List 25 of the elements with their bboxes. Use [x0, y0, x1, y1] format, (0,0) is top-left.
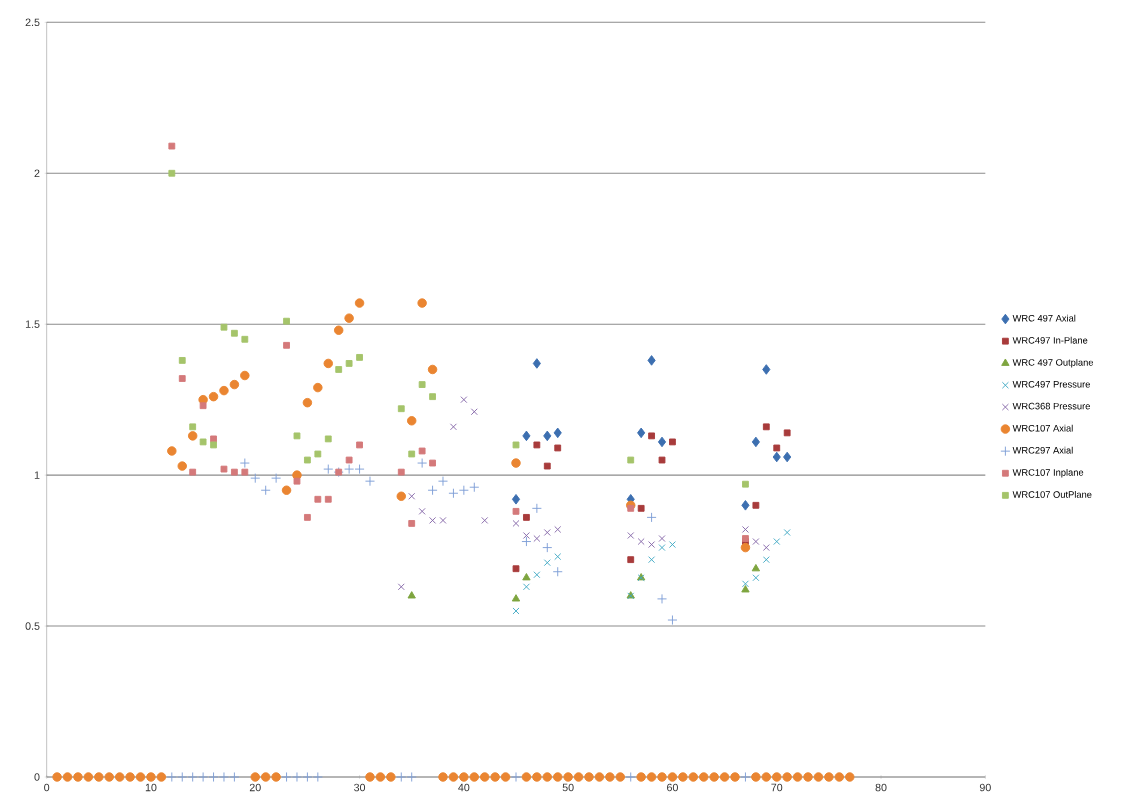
- legend-label: WRC368 Pressure: [1012, 402, 1090, 410]
- legend-label: WRC107 OutPlane: [1012, 490, 1092, 498]
- y-tick-label: 2: [34, 169, 40, 177]
- y-tick-label: 2.5: [25, 18, 40, 27]
- y-tick-label: 0: [34, 773, 40, 781]
- x-tick-label: 60: [667, 783, 678, 792]
- x-tick-label: 50: [562, 783, 574, 792]
- x-tick-label: 90: [979, 783, 991, 792]
- legend-label: WRC497 In-Plane: [1012, 336, 1088, 344]
- x-tick-label: 20: [249, 783, 261, 792]
- x-tick-label: 80: [875, 783, 887, 792]
- x-tick-label: 30: [354, 783, 366, 792]
- legend-label: WRC107 Inplane: [1012, 468, 1084, 478]
- legend-label: WRC297 Axial: [1012, 446, 1073, 454]
- y-tick-label: 1.5: [25, 320, 40, 328]
- x-tick-label: 0: [44, 783, 50, 792]
- x-tick-label: 10: [145, 783, 157, 792]
- x-tick-label: 40: [458, 783, 470, 792]
- legend-label: WRC 497 Outplane: [1012, 358, 1094, 368]
- y-tick-label: 1: [34, 471, 40, 479]
- legend-label: WRC 497 Axial: [1012, 314, 1076, 322]
- x-tick-label: 70: [771, 783, 783, 792]
- legend-label: WRC497 Pressure: [1012, 380, 1090, 388]
- legend-label: WRC107 Axial: [1012, 424, 1073, 432]
- y-tick-label: 0.5: [25, 622, 40, 630]
